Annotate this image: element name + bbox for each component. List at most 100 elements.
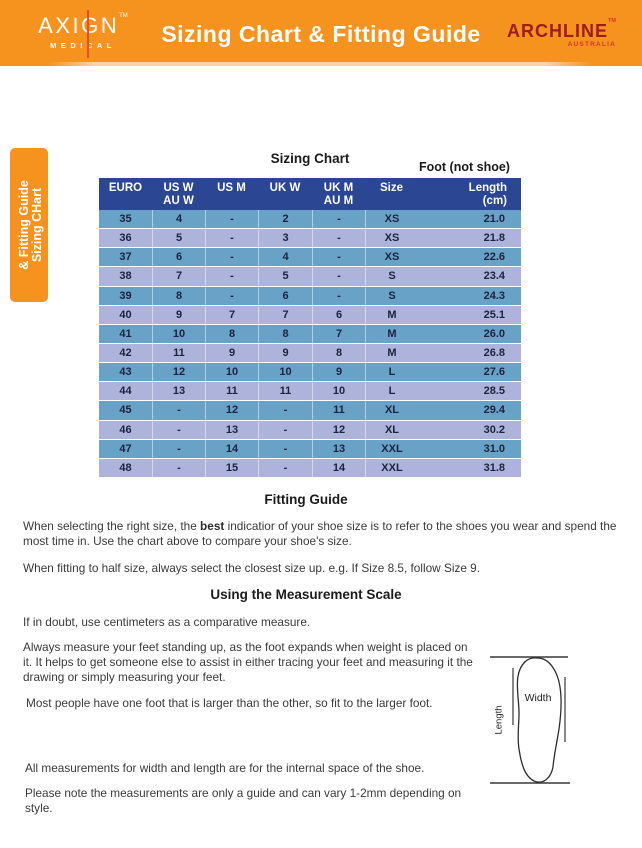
cell: 3 <box>258 229 312 248</box>
cell: 38 <box>119 270 132 283</box>
cell: 35 <box>119 213 132 226</box>
axign-red-line-icon <box>87 10 89 58</box>
foot-measurement-diagram: Width Length <box>486 645 611 793</box>
cell: 9 <box>258 343 312 363</box>
header-cell: UK M AU M <box>323 182 354 207</box>
cell: M <box>365 343 418 363</box>
archline-wordmark: ARCHLINETM <box>507 18 616 41</box>
archline-australia-text: AUSTRALIA <box>567 41 616 48</box>
axign-wordmark: AXIGNTM <box>36 13 130 38</box>
fitting-guide-paragraph-2: When fitting to half size, always select… <box>23 561 481 575</box>
cell: 6 <box>152 248 205 267</box>
cell: 4 <box>152 210 205 229</box>
measurement-paragraph-5: Please note the measurements are only a … <box>25 786 462 815</box>
sizing-table-header: EURO US W AU W US M UK W UK M AU M Size Length (c… <box>99 178 521 210</box>
table-row: 48-15-14 XXL 31.8 <box>99 458 521 478</box>
trademark-symbol: TM <box>119 13 128 19</box>
foot-not-shoe-label: Foot (not shoe) <box>419 160 510 174</box>
table-row: 44 13 11 11 10 L 28.5 <box>99 382 521 402</box>
cell: 28.5 <box>483 385 505 398</box>
cell: 9 <box>152 305 205 324</box>
cell: S <box>365 286 418 305</box>
table-row: 41 10 8 8 7 M 26.0 <box>99 324 521 344</box>
cell: 7 <box>312 324 365 343</box>
table-row: 37 6-4- XS 22.6 <box>99 248 521 268</box>
cell: 8 <box>258 324 312 343</box>
fitting-guide-heading: Fitting Guide <box>264 492 348 507</box>
cell: 48 <box>119 461 132 474</box>
cell: - <box>312 210 365 229</box>
table-row: 40 9 7 7 6 M 25.1 <box>99 305 521 325</box>
header-cell: Length (cm) <box>468 182 507 207</box>
table-row: 42 11 9 9 8 M 26.8 <box>99 343 521 364</box>
cell: 8 <box>312 343 365 363</box>
cell: M <box>365 324 418 343</box>
measurement-paragraph-3: Most people have one foot that is larger… <box>26 696 433 710</box>
header-cell: US M <box>217 182 246 194</box>
header-cell: UK W <box>269 182 301 194</box>
cell: S <box>365 267 418 286</box>
foot-outline-drawing <box>490 656 570 784</box>
paragraph-text: indicatior of your shoe size is to refer… <box>23 519 617 548</box>
cell: 7 <box>205 305 258 324</box>
table-row: 38 7-5- S 23.4 <box>99 267 521 287</box>
cell: 44 <box>119 385 132 398</box>
cell: 5 <box>152 229 205 248</box>
width-label: Width <box>524 692 552 704</box>
fitting-guide-paragraph-1: When selecting the right size, the best … <box>23 519 624 549</box>
cell: L <box>365 363 418 382</box>
cell: - <box>312 286 365 305</box>
cell: 31.0 <box>483 442 505 455</box>
archline-name-text: ARCHLINE <box>507 21 609 41</box>
cell: L <box>365 382 418 401</box>
cell: 9 <box>312 363 365 382</box>
cell: 21.8 <box>483 232 505 245</box>
cell: XS <box>365 229 418 248</box>
sizing-table-body: 35 4-2- XS 21.0 36 5-3- XS 21.8 37 6-4- XS 22.6 38 7-… <box>99 210 521 478</box>
cell: 11 <box>205 382 258 401</box>
axign-medical-logo: AXIGNTM MEDICAL <box>36 10 130 58</box>
cell: - <box>205 210 258 229</box>
cell: 45 <box>119 404 132 417</box>
cell: - <box>152 401 205 420</box>
cell: 10 <box>312 382 365 401</box>
cell: 36 <box>119 232 132 245</box>
cell: XL <box>365 420 418 439</box>
cell: 47 <box>119 442 132 455</box>
cell: 11 <box>258 382 312 401</box>
cell: 25.1 <box>483 308 505 321</box>
cell: 41 <box>119 327 132 340</box>
cell: - <box>312 229 365 248</box>
side-tab-line-1: Sizing CHart <box>30 187 44 263</box>
cell: XXL <box>365 439 418 458</box>
header-cell: US W AU W <box>163 182 194 207</box>
cell: 2 <box>258 210 312 229</box>
side-tab-sizing-chart: Sizing CHart & Fitting Guide <box>10 148 48 302</box>
cell: - <box>205 286 258 305</box>
cell: 12 <box>152 363 205 382</box>
cell: 24.3 <box>483 289 505 302</box>
header-band: AXIGNTM MEDICAL Sizing Chart & Fitting G… <box>0 0 642 62</box>
table-row: 45-12-11 XL 29.4 <box>99 401 521 421</box>
cell: 12 <box>312 420 365 439</box>
header-bottom-strip <box>0 62 642 66</box>
cell: XL <box>365 401 418 420</box>
header-cell: Size <box>379 182 403 194</box>
table-row: 36 5-3- XS 21.8 <box>99 229 521 249</box>
cell: 46 <box>119 423 132 436</box>
sizing-chart-heading: Sizing Chart <box>270 151 350 166</box>
cell: 13 <box>205 420 258 439</box>
cell: 6 <box>312 305 365 324</box>
cell: - <box>258 401 312 420</box>
axign-name-text: AXIGN <box>38 13 120 38</box>
cell: 10 <box>258 363 312 382</box>
cell: - <box>152 458 205 477</box>
cell: 22.6 <box>483 251 505 264</box>
table-row: 47-14-13 XXL 31.0 <box>99 439 521 459</box>
cell: - <box>152 439 205 458</box>
cell: - <box>258 439 312 458</box>
cell: 6 <box>258 286 312 305</box>
table-row: 43 12 10 10 9 L 27.6 <box>99 363 521 383</box>
measurement-scale-heading: Using the Measurement Scale <box>210 587 402 602</box>
